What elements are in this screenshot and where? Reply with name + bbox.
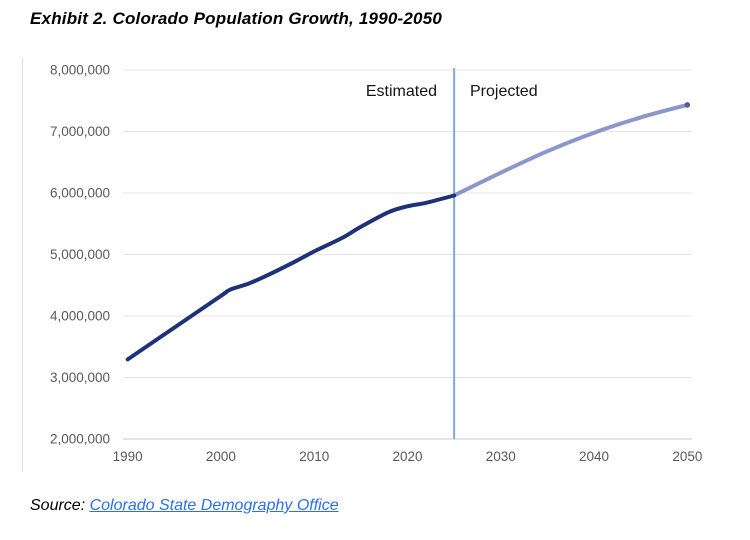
y-axis-tick-label: 2,000,000 [50, 432, 110, 447]
x-axis-tick-label: 2010 [299, 449, 329, 464]
x-axis-tick-label: 2030 [486, 449, 516, 464]
x-axis-tick-label: 2000 [206, 449, 236, 464]
estimated-label: Estimated [365, 83, 437, 100]
population-line-chart: 8,000,000 7,000,000 6,000,000 5,000,000 4,00… [22, 58, 702, 472]
x-axis-tick-label: 2040 [579, 449, 609, 464]
y-axis-tick-label: 7,000,000 [50, 124, 110, 139]
y-axis-tick-label: 4,000,000 [50, 309, 110, 324]
estimated-series-line [125, 193, 457, 362]
y-axis-tick-label: 5,000,000 [50, 247, 110, 262]
series-end-marker [684, 102, 691, 108]
y-axis-tick-label: 6,000,000 [50, 186, 110, 201]
chart-title: Exhibit 2. Colorado Population Growth, 1… [30, 9, 443, 28]
source-line: Source: Colorado State Demography Office [30, 497, 339, 515]
y-axis-tick-label: 8,000,000 [50, 63, 110, 78]
x-axis-tick-label: 2020 [392, 449, 422, 464]
source-link[interactable]: Colorado State Demography Office [89, 497, 339, 514]
x-axis-tick-label: 2050 [672, 449, 702, 464]
x-axis-tick-label: 1990 [113, 449, 143, 464]
projected-label: Projected [470, 83, 538, 100]
y-axis-tick-label: 3,000,000 [50, 370, 110, 385]
projected-series-line [452, 102, 690, 198]
source-prefix: Source: [30, 497, 90, 514]
